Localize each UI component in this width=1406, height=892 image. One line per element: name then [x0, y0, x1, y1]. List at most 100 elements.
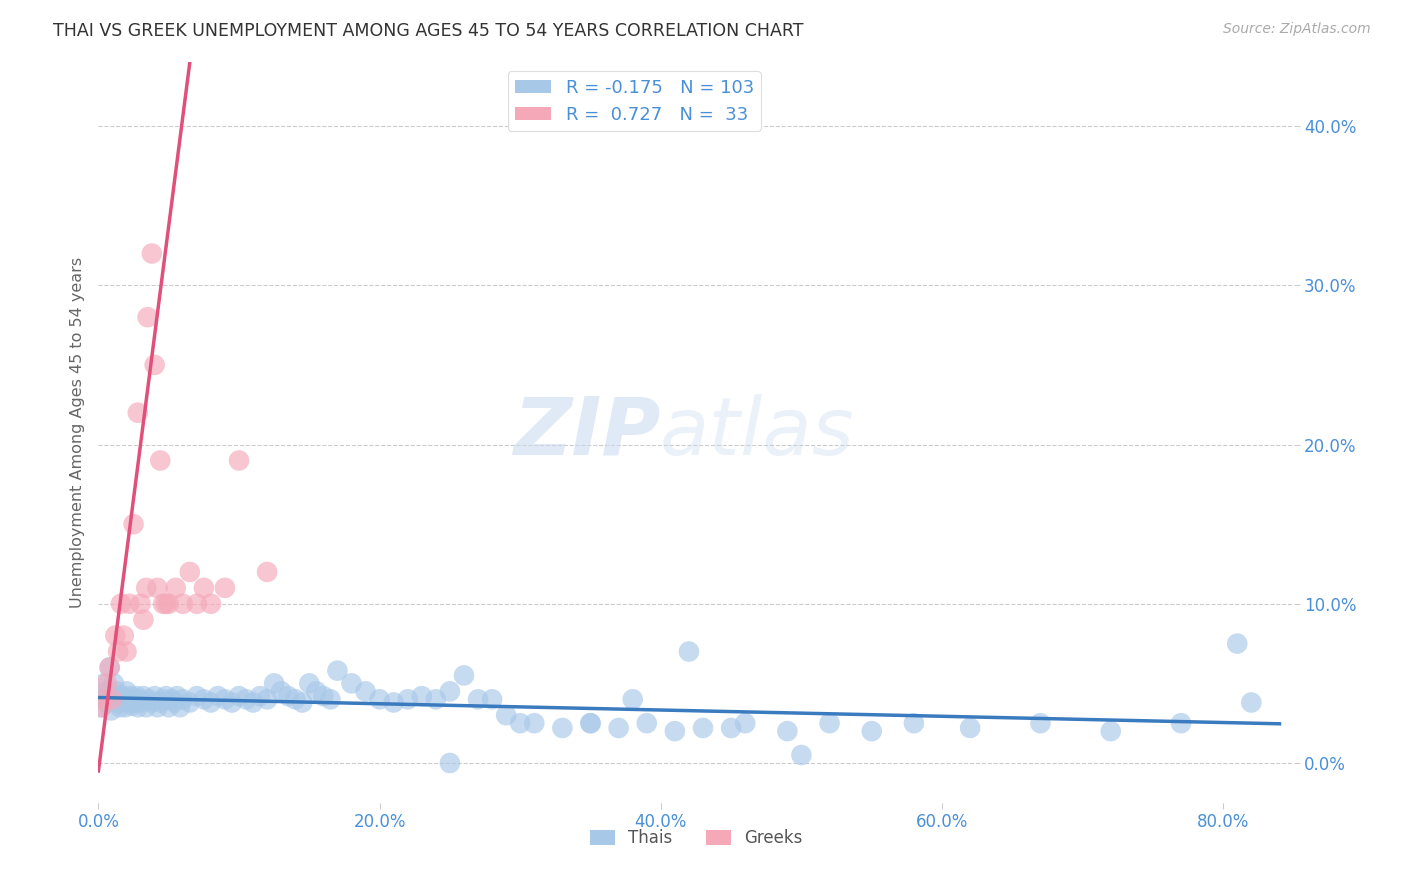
Point [169, 700, 191, 714]
Point [425, 692, 447, 706]
Point [124, 696, 146, 710]
Point [112, 629, 135, 643]
Point [141, 246, 163, 260]
Point [179, 696, 201, 710]
Point [152, 597, 174, 611]
Point [121, 698, 143, 713]
Point [1170, 716, 1192, 731]
Point [112, 692, 135, 706]
Point [172, 597, 194, 611]
Point [692, 721, 714, 735]
Point [115, 644, 138, 658]
Point [326, 664, 349, 678]
Point [776, 724, 799, 739]
Point [228, 453, 250, 467]
Point [143, 358, 166, 372]
Point [214, 692, 236, 706]
Point [166, 689, 188, 703]
Point [122, 517, 145, 532]
Y-axis label: Unemployment Among Ages 45 to 54 years: Unemployment Among Ages 45 to 54 years [69, 257, 84, 608]
Point [149, 696, 172, 710]
Point [481, 692, 503, 706]
Point [382, 696, 405, 710]
Point [110, 696, 132, 710]
Text: Source: ZipAtlas.com: Source: ZipAtlas.com [1223, 22, 1371, 37]
Point [125, 689, 148, 703]
Point [103, 676, 125, 690]
Point [152, 692, 174, 706]
Point [104, 696, 127, 710]
Point [579, 716, 602, 731]
Point [93, 676, 115, 690]
Point [100, 703, 122, 717]
Point [108, 700, 131, 714]
Point [305, 684, 328, 698]
Point [155, 689, 177, 703]
Point [107, 689, 129, 703]
Text: THAI VS GREEK UNEMPLOYMENT AMONG AGES 45 TO 54 YEARS CORRELATION CHART: THAI VS GREEK UNEMPLOYMENT AMONG AGES 45… [53, 22, 804, 40]
Point [249, 689, 271, 703]
Point [636, 716, 658, 731]
Point [860, 724, 883, 739]
Point [734, 716, 756, 731]
Point [678, 644, 700, 658]
Point [242, 696, 264, 710]
Point [96, 676, 118, 690]
Point [146, 581, 169, 595]
Point [120, 689, 142, 703]
Point [818, 716, 841, 731]
Point [193, 692, 215, 706]
Point [523, 716, 546, 731]
Point [200, 696, 222, 710]
Point [439, 684, 461, 698]
Point [135, 700, 157, 714]
Point [368, 692, 391, 706]
Point [277, 689, 299, 703]
Point [98, 660, 121, 674]
Point [579, 716, 602, 731]
Point [790, 747, 813, 762]
Point [155, 597, 177, 611]
Point [101, 692, 124, 706]
Point [340, 676, 363, 690]
Point [111, 689, 134, 703]
Point [664, 724, 686, 739]
Point [149, 453, 172, 467]
Point [453, 668, 475, 682]
Point [495, 708, 517, 723]
Point [104, 629, 127, 643]
Point [354, 684, 377, 698]
Point [270, 684, 292, 698]
Point [91, 692, 114, 706]
Point [200, 597, 222, 611]
Point [221, 696, 243, 710]
Point [143, 689, 166, 703]
Point [97, 689, 120, 703]
Point [467, 692, 489, 706]
Point [117, 696, 139, 710]
Point [96, 696, 118, 710]
Point [1240, 696, 1263, 710]
Point [621, 692, 644, 706]
Point [132, 613, 155, 627]
Point [132, 689, 155, 703]
Point [214, 581, 236, 595]
Point [129, 597, 152, 611]
Point [396, 692, 419, 706]
Point [228, 689, 250, 703]
Point [138, 692, 160, 706]
Point [128, 692, 150, 706]
Point [165, 581, 187, 595]
Point [157, 700, 180, 714]
Point [186, 597, 208, 611]
Point [115, 684, 138, 698]
Point [114, 700, 136, 714]
Point [122, 692, 145, 706]
Point [509, 716, 531, 731]
Point [146, 700, 169, 714]
Point [256, 565, 278, 579]
Point [284, 692, 307, 706]
Point [160, 692, 183, 706]
Text: ZIP: ZIP [513, 393, 661, 472]
Point [94, 684, 117, 698]
